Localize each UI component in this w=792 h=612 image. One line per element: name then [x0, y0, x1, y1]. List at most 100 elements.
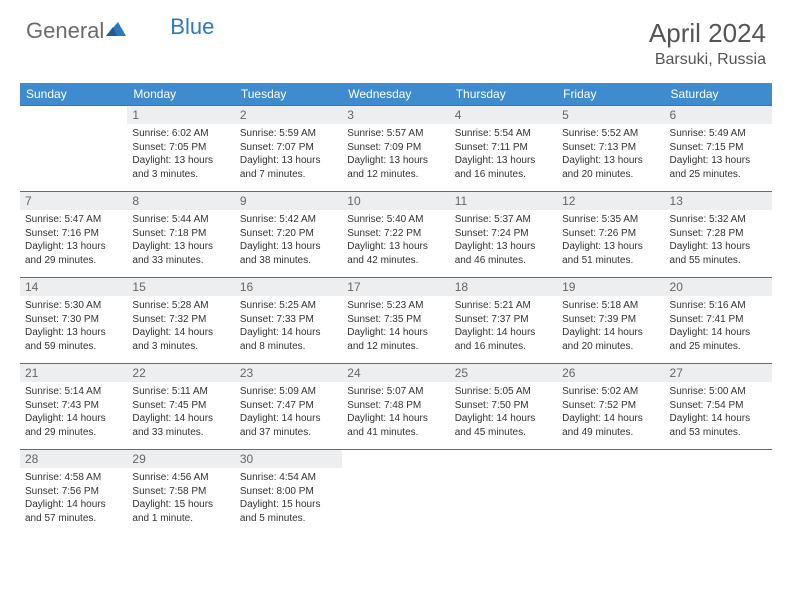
day-details: Sunrise: 5:59 AMSunset: 7:07 PMDaylight:… [235, 124, 342, 184]
day-details: Sunrise: 5:25 AMSunset: 7:33 PMDaylight:… [235, 296, 342, 356]
day-number: 13 [665, 192, 772, 210]
day-number: 14 [20, 278, 127, 296]
calendar-day-cell: 7Sunrise: 5:47 AMSunset: 7:16 PMDaylight… [20, 192, 127, 278]
logo: General Blue [26, 18, 170, 44]
weekday-header: Friday [557, 83, 664, 106]
calendar-day-cell: 22Sunrise: 5:11 AMSunset: 7:45 PMDayligh… [127, 364, 234, 450]
calendar-day-cell: 15Sunrise: 5:28 AMSunset: 7:32 PMDayligh… [127, 278, 234, 364]
calendar-day-cell: 4Sunrise: 5:54 AMSunset: 7:11 PMDaylight… [450, 106, 557, 192]
day-number: 21 [20, 364, 127, 382]
day-number: 8 [127, 192, 234, 210]
title-block: April 2024 Barsuki, Russia [649, 18, 766, 69]
calendar-day-cell: 17Sunrise: 5:23 AMSunset: 7:35 PMDayligh… [342, 278, 449, 364]
day-number: 11 [450, 192, 557, 210]
calendar-week-row: 14Sunrise: 5:30 AMSunset: 7:30 PMDayligh… [20, 278, 772, 364]
calendar-day-cell: 5Sunrise: 5:52 AMSunset: 7:13 PMDaylight… [557, 106, 664, 192]
weekday-header: Sunday [20, 83, 127, 106]
calendar-day-cell [557, 450, 664, 536]
day-details: Sunrise: 5:23 AMSunset: 7:35 PMDaylight:… [342, 296, 449, 356]
calendar-day-cell [665, 450, 772, 536]
calendar-week-row: 21Sunrise: 5:14 AMSunset: 7:43 PMDayligh… [20, 364, 772, 450]
calendar-day-cell: 16Sunrise: 5:25 AMSunset: 7:33 PMDayligh… [235, 278, 342, 364]
day-number: 19 [557, 278, 664, 296]
day-details: Sunrise: 5:37 AMSunset: 7:24 PMDaylight:… [450, 210, 557, 270]
day-number: 16 [235, 278, 342, 296]
day-number: 26 [557, 364, 664, 382]
day-details: Sunrise: 5:54 AMSunset: 7:11 PMDaylight:… [450, 124, 557, 184]
day-number: 3 [342, 106, 449, 124]
calendar-day-cell: 8Sunrise: 5:44 AMSunset: 7:18 PMDaylight… [127, 192, 234, 278]
calendar-day-cell: 28Sunrise: 4:58 AMSunset: 7:56 PMDayligh… [20, 450, 127, 536]
calendar-day-cell: 1Sunrise: 6:02 AMSunset: 7:05 PMDaylight… [127, 106, 234, 192]
calendar-day-cell: 12Sunrise: 5:35 AMSunset: 7:26 PMDayligh… [557, 192, 664, 278]
day-details: Sunrise: 5:42 AMSunset: 7:20 PMDaylight:… [235, 210, 342, 270]
day-details: Sunrise: 5:05 AMSunset: 7:50 PMDaylight:… [450, 382, 557, 442]
day-number: 1 [127, 106, 234, 124]
day-number: 15 [127, 278, 234, 296]
day-details: Sunrise: 5:44 AMSunset: 7:18 PMDaylight:… [127, 210, 234, 270]
calendar-body: 1Sunrise: 6:02 AMSunset: 7:05 PMDaylight… [20, 106, 772, 536]
day-number: 29 [127, 450, 234, 468]
day-details: Sunrise: 4:56 AMSunset: 7:58 PMDaylight:… [127, 468, 234, 528]
weekday-header: Thursday [450, 83, 557, 106]
day-number: 24 [342, 364, 449, 382]
day-details: Sunrise: 5:49 AMSunset: 7:15 PMDaylight:… [665, 124, 772, 184]
calendar-day-cell: 24Sunrise: 5:07 AMSunset: 7:48 PMDayligh… [342, 364, 449, 450]
day-details: Sunrise: 5:18 AMSunset: 7:39 PMDaylight:… [557, 296, 664, 356]
day-details: Sunrise: 5:40 AMSunset: 7:22 PMDaylight:… [342, 210, 449, 270]
day-details: Sunrise: 5:09 AMSunset: 7:47 PMDaylight:… [235, 382, 342, 442]
calendar-day-cell: 30Sunrise: 4:54 AMSunset: 8:00 PMDayligh… [235, 450, 342, 536]
calendar-week-row: 28Sunrise: 4:58 AMSunset: 7:56 PMDayligh… [20, 450, 772, 536]
calendar-day-cell: 9Sunrise: 5:42 AMSunset: 7:20 PMDaylight… [235, 192, 342, 278]
calendar-day-cell [20, 106, 127, 192]
day-number: 4 [450, 106, 557, 124]
calendar-day-cell: 18Sunrise: 5:21 AMSunset: 7:37 PMDayligh… [450, 278, 557, 364]
day-number: 12 [557, 192, 664, 210]
day-number: 6 [665, 106, 772, 124]
day-number: 25 [450, 364, 557, 382]
weekday-header: Tuesday [235, 83, 342, 106]
month-title: April 2024 [649, 18, 766, 49]
day-number: 17 [342, 278, 449, 296]
calendar-day-cell: 26Sunrise: 5:02 AMSunset: 7:52 PMDayligh… [557, 364, 664, 450]
day-details: Sunrise: 5:00 AMSunset: 7:54 PMDaylight:… [665, 382, 772, 442]
day-details: Sunrise: 5:47 AMSunset: 7:16 PMDaylight:… [20, 210, 127, 270]
calendar-day-cell: 21Sunrise: 5:14 AMSunset: 7:43 PMDayligh… [20, 364, 127, 450]
day-details: Sunrise: 5:02 AMSunset: 7:52 PMDaylight:… [557, 382, 664, 442]
calendar-day-cell: 19Sunrise: 5:18 AMSunset: 7:39 PMDayligh… [557, 278, 664, 364]
day-number: 9 [235, 192, 342, 210]
day-number: 2 [235, 106, 342, 124]
calendar-day-cell: 3Sunrise: 5:57 AMSunset: 7:09 PMDaylight… [342, 106, 449, 192]
day-details: Sunrise: 5:11 AMSunset: 7:45 PMDaylight:… [127, 382, 234, 442]
calendar-day-cell: 29Sunrise: 4:56 AMSunset: 7:58 PMDayligh… [127, 450, 234, 536]
day-number: 30 [235, 450, 342, 468]
day-details: Sunrise: 5:14 AMSunset: 7:43 PMDaylight:… [20, 382, 127, 442]
day-number: 22 [127, 364, 234, 382]
calendar-week-row: 7Sunrise: 5:47 AMSunset: 7:16 PMDaylight… [20, 192, 772, 278]
day-details: Sunrise: 5:32 AMSunset: 7:28 PMDaylight:… [665, 210, 772, 270]
day-number: 23 [235, 364, 342, 382]
day-number: 5 [557, 106, 664, 124]
day-details: Sunrise: 5:16 AMSunset: 7:41 PMDaylight:… [665, 296, 772, 356]
day-number: 18 [450, 278, 557, 296]
day-details: Sunrise: 6:02 AMSunset: 7:05 PMDaylight:… [127, 124, 234, 184]
day-number: 28 [20, 450, 127, 468]
calendar-day-cell: 27Sunrise: 5:00 AMSunset: 7:54 PMDayligh… [665, 364, 772, 450]
calendar-day-cell: 25Sunrise: 5:05 AMSunset: 7:50 PMDayligh… [450, 364, 557, 450]
day-details: Sunrise: 5:30 AMSunset: 7:30 PMDaylight:… [20, 296, 127, 356]
logo-text-blue: Blue [170, 14, 214, 40]
weekday-header: Saturday [665, 83, 772, 106]
calendar-table: SundayMondayTuesdayWednesdayThursdayFrid… [20, 83, 772, 536]
calendar-day-cell: 11Sunrise: 5:37 AMSunset: 7:24 PMDayligh… [450, 192, 557, 278]
day-details: Sunrise: 4:54 AMSunset: 8:00 PMDaylight:… [235, 468, 342, 528]
day-details: Sunrise: 5:52 AMSunset: 7:13 PMDaylight:… [557, 124, 664, 184]
calendar-day-cell: 23Sunrise: 5:09 AMSunset: 7:47 PMDayligh… [235, 364, 342, 450]
logo-triangle-icon [106, 16, 126, 42]
calendar-day-cell: 2Sunrise: 5:59 AMSunset: 7:07 PMDaylight… [235, 106, 342, 192]
day-number: 20 [665, 278, 772, 296]
day-number: 27 [665, 364, 772, 382]
logo-text-general: General [26, 18, 104, 44]
day-details: Sunrise: 5:28 AMSunset: 7:32 PMDaylight:… [127, 296, 234, 356]
calendar-day-cell: 20Sunrise: 5:16 AMSunset: 7:41 PMDayligh… [665, 278, 772, 364]
weekday-header-row: SundayMondayTuesdayWednesdayThursdayFrid… [20, 83, 772, 106]
